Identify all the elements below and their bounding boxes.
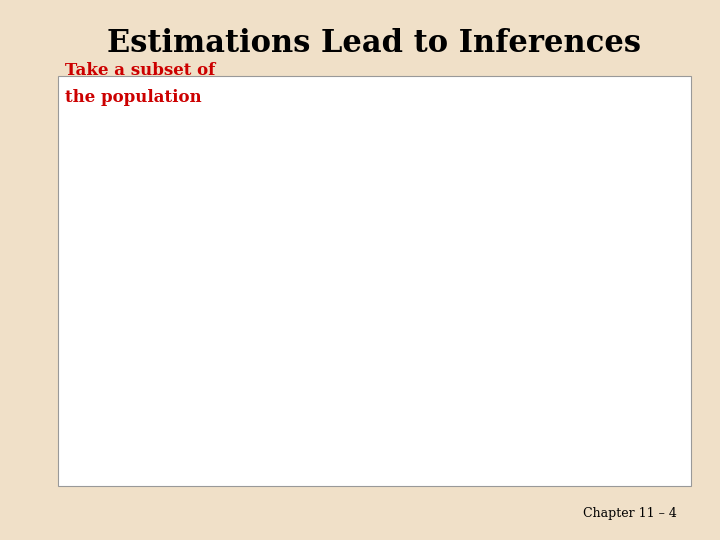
Text: $27,869 < μY < $30,811: $27,869 < μY < $30,811	[433, 330, 569, 347]
Text: Inference about
Population: Inference about Population	[302, 341, 397, 369]
Text: A Sample
of Americans: A Sample of Americans	[149, 238, 233, 266]
Text: The Population
of Americans: The Population of Americans	[454, 238, 549, 266]
Text: the population: the population	[65, 89, 202, 106]
Text: Chapter 11 – 4: Chapter 11 – 4	[583, 507, 677, 519]
Text: Estimations Lead to Inferences: Estimations Lead to Inferences	[107, 28, 642, 59]
Text: Calculation of
sample mean
and sample
standard deviation: Calculation of sample mean and sample st…	[128, 371, 240, 429]
Text: Take a subset of: Take a subset of	[65, 62, 215, 79]
Ellipse shape	[134, 191, 248, 314]
Text: Sampling
Procedure: Sampling Procedure	[305, 144, 367, 172]
Text: $\bar{Y}$ = $29,340: $\bar{Y}$ = $29,340	[116, 430, 253, 443]
Ellipse shape	[374, 153, 628, 392]
